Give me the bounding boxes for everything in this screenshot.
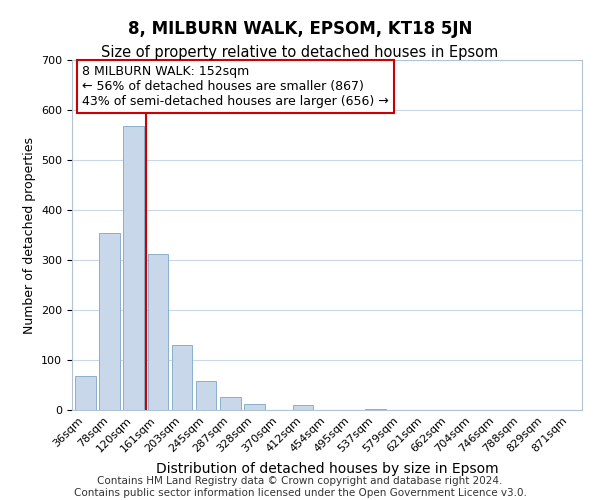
Bar: [172, 345, 192, 410]
Text: Contains HM Land Registry data © Crown copyright and database right 2024.
Contai: Contains HM Land Registry data © Crown c…: [74, 476, 526, 498]
Bar: [293, 405, 313, 410]
Y-axis label: Number of detached properties: Number of detached properties: [23, 136, 35, 334]
Bar: [365, 408, 386, 410]
Text: 8, MILBURN WALK, EPSOM, KT18 5JN: 8, MILBURN WALK, EPSOM, KT18 5JN: [128, 20, 472, 38]
Text: 8 MILBURN WALK: 152sqm
← 56% of detached houses are smaller (867)
43% of semi-de: 8 MILBURN WALK: 152sqm ← 56% of detached…: [82, 66, 389, 108]
X-axis label: Distribution of detached houses by size in Epsom: Distribution of detached houses by size …: [155, 462, 499, 476]
Bar: [99, 232, 120, 410]
Bar: [148, 254, 168, 410]
Bar: [196, 381, 217, 410]
Bar: [124, 126, 144, 410]
Text: Size of property relative to detached houses in Epsom: Size of property relative to detached ho…: [101, 45, 499, 60]
Bar: [75, 376, 95, 410]
Bar: [220, 396, 241, 410]
Bar: [244, 404, 265, 410]
